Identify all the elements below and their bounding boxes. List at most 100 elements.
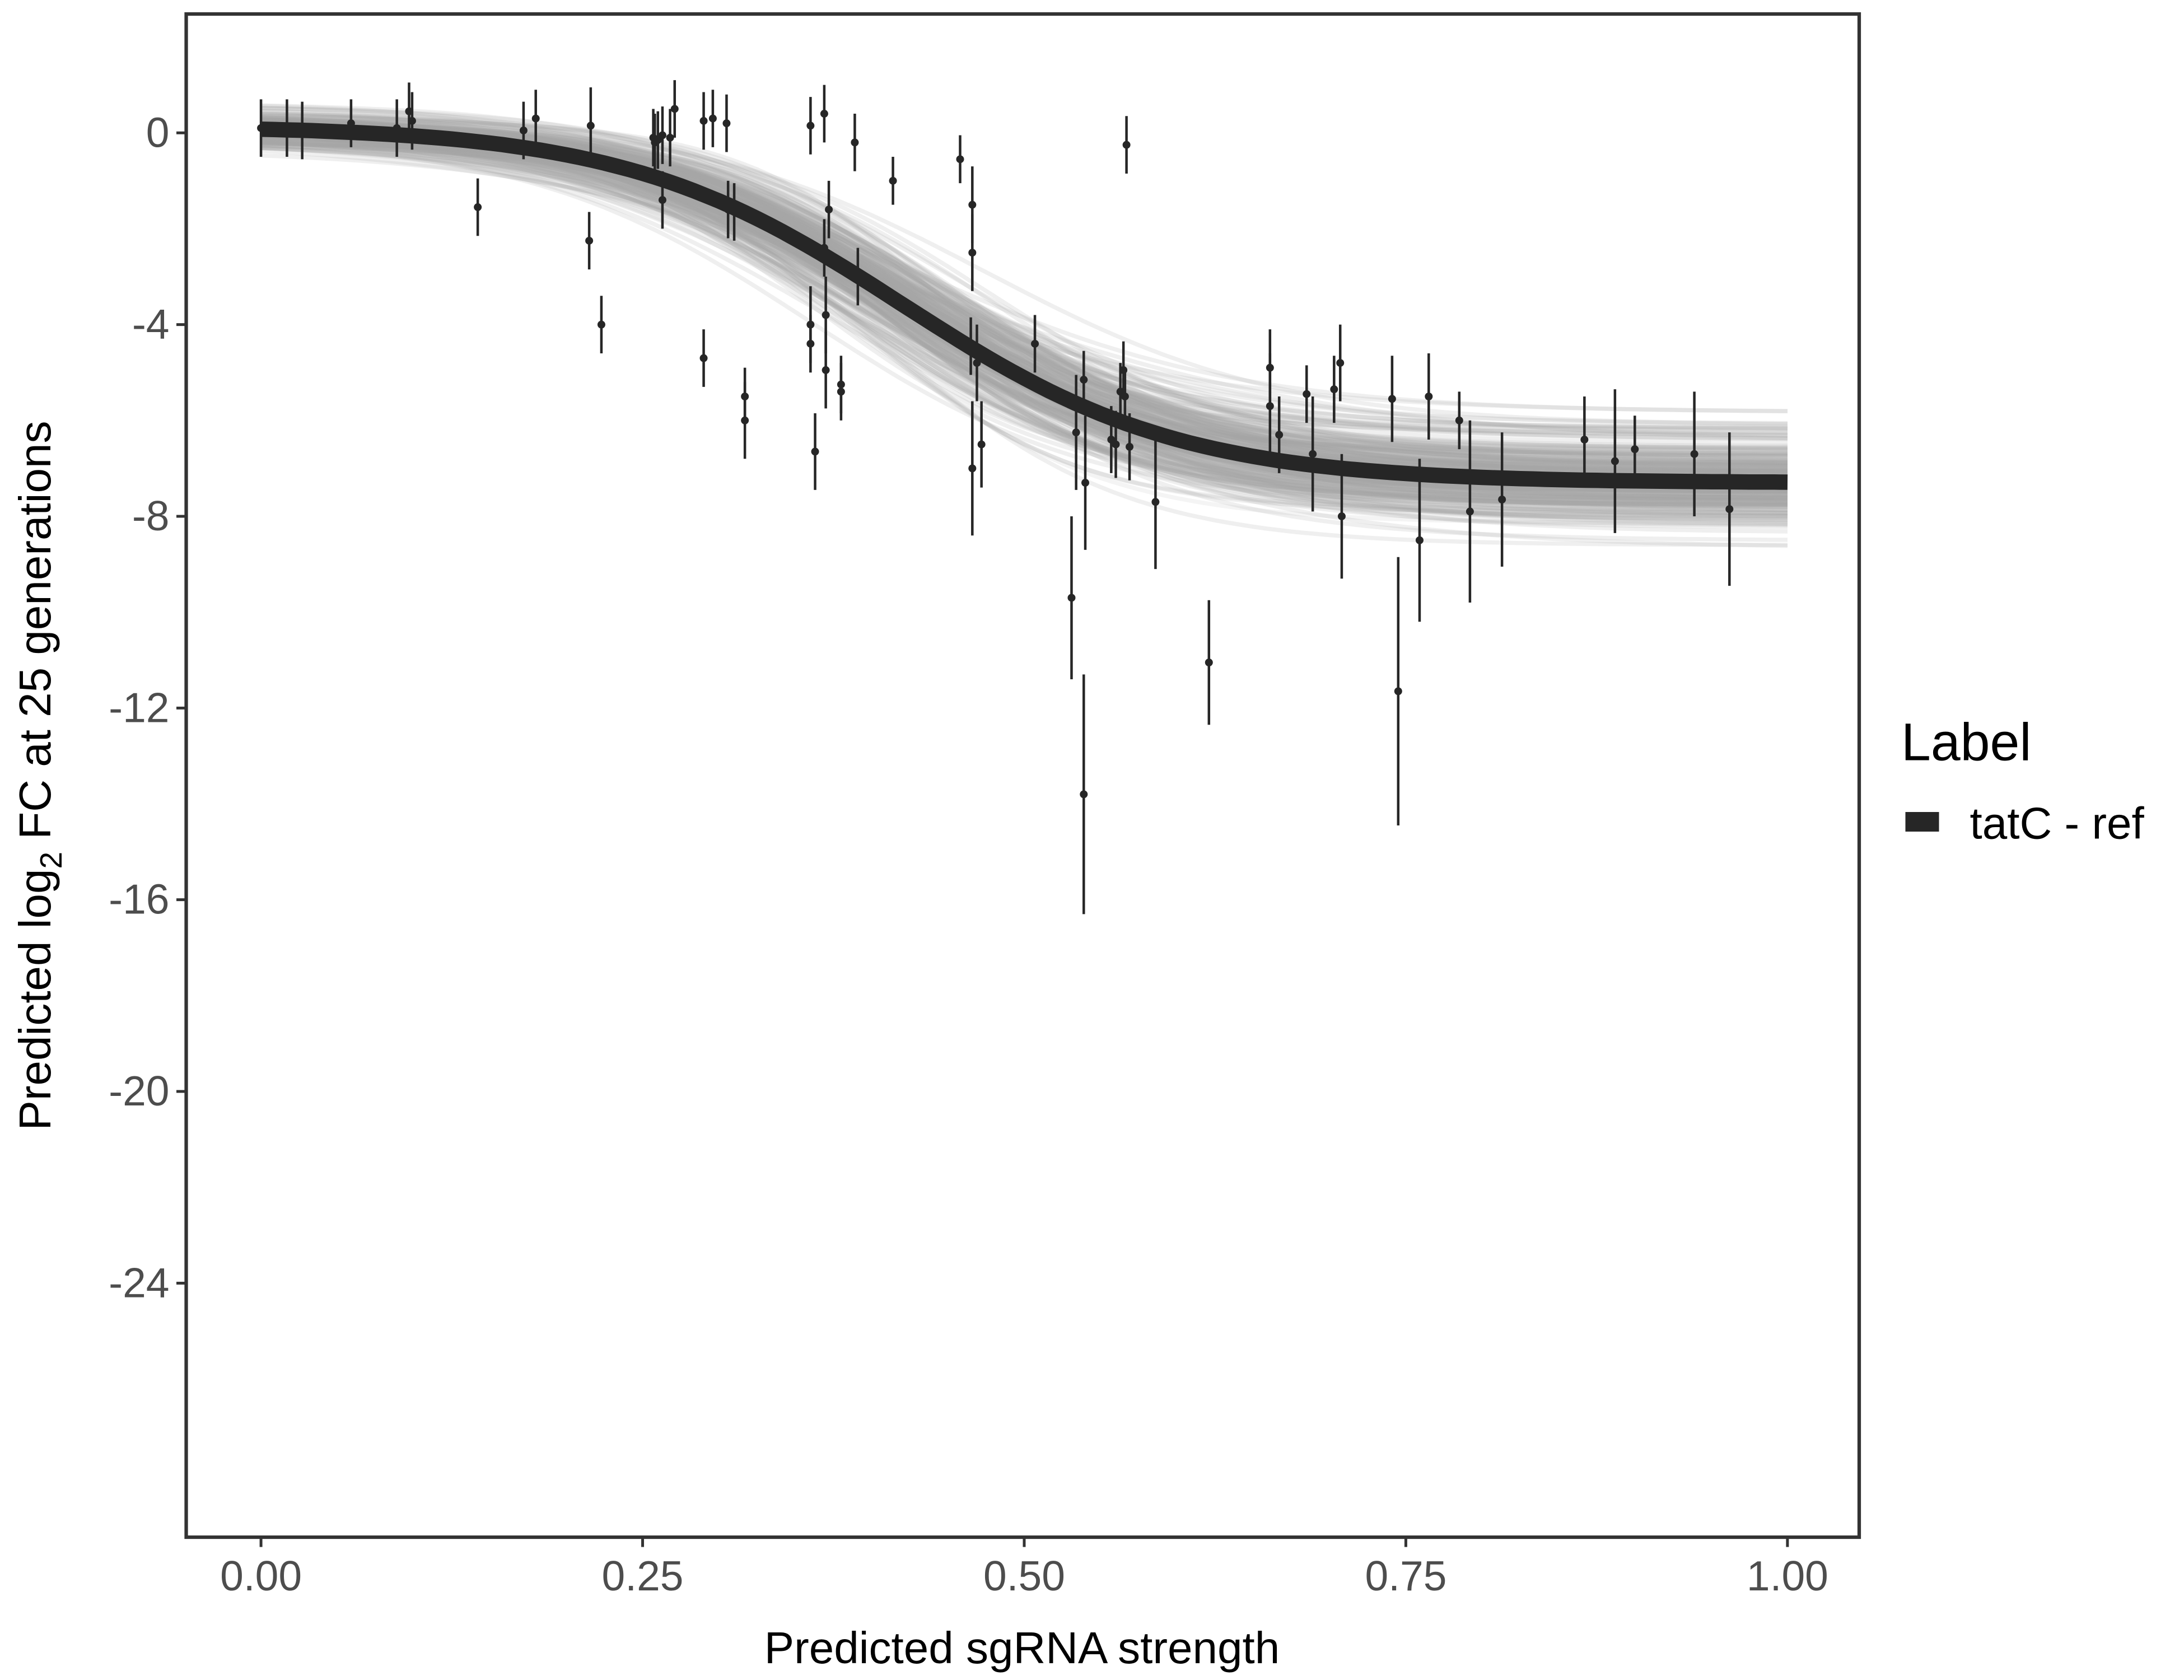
posterior-sample-curve bbox=[260, 123, 1788, 468]
posterior-sample-curve bbox=[260, 133, 1788, 493]
posterior-sample-curve bbox=[260, 129, 1788, 548]
posterior-sample-curve bbox=[260, 117, 1788, 497]
x-tick-label: 0.75 bbox=[1365, 1552, 1446, 1599]
point-marker bbox=[1080, 790, 1088, 799]
point-marker bbox=[741, 416, 749, 424]
posterior-sample-curve bbox=[260, 153, 1788, 451]
data-point bbox=[474, 178, 482, 236]
posterior-sample-curve bbox=[260, 120, 1788, 524]
point-marker bbox=[1337, 512, 1346, 520]
point-marker bbox=[977, 440, 986, 449]
point-marker bbox=[1072, 428, 1080, 437]
point-marker bbox=[474, 203, 482, 211]
data-point bbox=[977, 401, 986, 488]
posterior-sample-curve bbox=[260, 113, 1788, 469]
point-marker bbox=[1455, 416, 1463, 424]
data-point bbox=[1122, 116, 1131, 174]
point-marker bbox=[1151, 498, 1160, 506]
y-tick-label: -12 bbox=[109, 684, 169, 731]
posterior-sample-curve bbox=[260, 130, 1788, 522]
data-point bbox=[1330, 356, 1338, 423]
data-point bbox=[670, 80, 679, 138]
posterior-sample-curve bbox=[260, 127, 1788, 467]
point-marker bbox=[531, 114, 540, 123]
point-marker bbox=[1031, 339, 1039, 348]
data-point bbox=[1309, 396, 1317, 512]
point-marker bbox=[699, 116, 708, 125]
point-marker bbox=[968, 200, 977, 209]
posterior-sample-curve bbox=[260, 139, 1788, 508]
point-marker bbox=[1112, 440, 1120, 449]
posterior-sample-curve bbox=[260, 112, 1788, 504]
posterior-sample-curve bbox=[260, 148, 1788, 441]
y-tick-label: -20 bbox=[109, 1067, 169, 1114]
posterior-sample-curve bbox=[260, 121, 1788, 494]
posterior-sample-curve bbox=[260, 138, 1788, 438]
data-point bbox=[1205, 600, 1213, 725]
posterior-sample-curve bbox=[260, 138, 1788, 473]
x-tick-label: 0.50 bbox=[983, 1552, 1065, 1599]
data-point bbox=[1690, 391, 1698, 516]
posterior-sample-curve bbox=[260, 120, 1788, 441]
point-marker bbox=[1415, 536, 1424, 544]
posterior-sample-curve bbox=[260, 122, 1788, 437]
point-marker bbox=[956, 155, 964, 164]
point-marker bbox=[1394, 687, 1402, 696]
y-tick-label: 0 bbox=[146, 109, 170, 156]
legend: Label tatC - ref bbox=[1901, 713, 2144, 848]
data-point bbox=[585, 212, 594, 270]
posterior-sample-curve bbox=[260, 141, 1788, 473]
y-tick-label: -24 bbox=[109, 1259, 169, 1306]
data-point bbox=[1266, 353, 1274, 459]
data-point bbox=[806, 315, 815, 373]
posterior-sample-curve bbox=[260, 141, 1788, 470]
data-point bbox=[1425, 353, 1433, 440]
posterior-sample-curve bbox=[260, 144, 1788, 507]
posterior-sample-curve bbox=[261, 116, 1788, 451]
posterior-sample-curve bbox=[260, 124, 1788, 493]
point-marker bbox=[822, 311, 830, 319]
point-marker bbox=[1126, 442, 1134, 451]
posterior-sample-curve bbox=[260, 138, 1788, 526]
point-marker bbox=[1303, 390, 1311, 398]
data-point bbox=[1394, 557, 1402, 826]
y-tick-label: -16 bbox=[109, 876, 169, 923]
point-marker bbox=[658, 131, 666, 139]
posterior-sample-curve bbox=[260, 133, 1788, 516]
point-marker bbox=[699, 354, 708, 362]
point-marker bbox=[1611, 457, 1619, 465]
data-point bbox=[851, 114, 859, 171]
x-tick-label: 0.25 bbox=[602, 1552, 684, 1599]
data-point bbox=[1388, 356, 1396, 442]
y-axis-title: Predicted log2 FC at 25 generations bbox=[10, 421, 68, 1131]
legend-key bbox=[1905, 812, 1939, 832]
data-point bbox=[1498, 432, 1506, 567]
point-marker bbox=[851, 138, 859, 147]
point-marker bbox=[1330, 385, 1338, 394]
posterior-sample-curve bbox=[260, 131, 1788, 512]
point-marker bbox=[811, 447, 819, 456]
point-marker bbox=[1122, 141, 1131, 149]
point-marker bbox=[670, 105, 679, 113]
point-marker bbox=[1725, 505, 1734, 514]
point-marker bbox=[806, 122, 815, 130]
point-marker bbox=[1631, 445, 1639, 454]
posterior-sample-curve bbox=[260, 140, 1788, 452]
posterior-sample-curve bbox=[260, 144, 1788, 496]
point-marker bbox=[1388, 395, 1396, 403]
posterior-sample-curve bbox=[260, 114, 1788, 497]
data-point bbox=[811, 413, 819, 490]
point-marker bbox=[1425, 392, 1433, 400]
data-point bbox=[1336, 324, 1345, 402]
data-point bbox=[806, 97, 815, 155]
data-point bbox=[1303, 365, 1311, 423]
posterior-sample-curve bbox=[260, 146, 1788, 507]
point-marker bbox=[597, 320, 605, 329]
point-marker bbox=[820, 110, 828, 118]
point-marker bbox=[1466, 507, 1474, 516]
data-point bbox=[699, 92, 708, 150]
point-marker bbox=[585, 236, 594, 245]
data-point bbox=[1631, 416, 1639, 483]
